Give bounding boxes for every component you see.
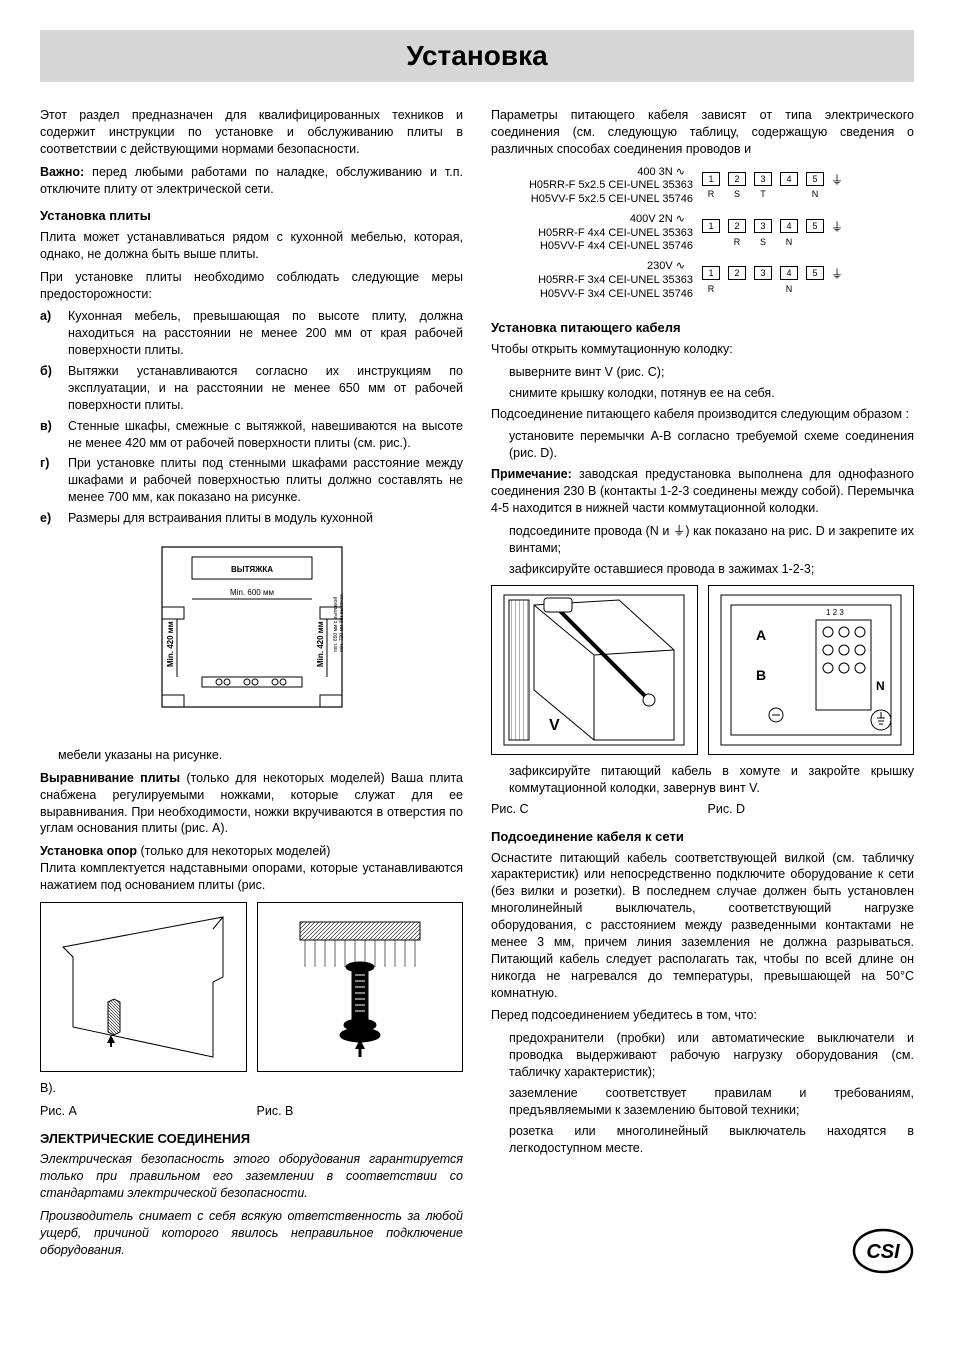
b-end: B). [40, 1080, 463, 1097]
terminals: 1R 2S 3T 4 5N ⏚ [701, 172, 845, 201]
list-item: а)Кухонная мебель, превышающая по высоте… [40, 308, 463, 359]
important-line: Важно: перед любыми работами по наладке,… [40, 164, 463, 198]
fig-d-label: Рис. D [708, 801, 915, 818]
supports-para: Установка опор (только для некоторых мод… [40, 843, 463, 894]
after-diagram: мебели указаны на рисунке. [40, 747, 463, 764]
list-item: заземление соответствует правилам и треб… [509, 1085, 914, 1119]
elec-italic-2: Производитель снимает с себя всякую отве… [40, 1208, 463, 1259]
wiring-row: 400V 2N ∿ H05RR-F 4x4 CEI-UNEL 35363 H05… [491, 213, 914, 254]
fig-row-ab [40, 902, 463, 1072]
elec-italic-1: Электрическая безопасность этого оборудо… [40, 1151, 463, 1202]
fig-labels-ab: Рис. A Рис. B [40, 1103, 463, 1120]
list-item: предохранители (пробки) или автоматическ… [509, 1030, 914, 1081]
wiring-cables: 230V ∿ H05RR-F 3x4 CEI-UNEL 35363 H05VV-… [491, 260, 701, 301]
figure-d: 1 2 3 A B N [708, 585, 915, 755]
important-label: Важно: [40, 165, 84, 179]
svg-text:N: N [876, 679, 885, 693]
svg-text:ВЫТЯЖКА: ВЫТЯЖКА [230, 565, 272, 574]
list-item: е)Размеры для встраивания плиты в модуль… [40, 510, 463, 527]
ground-icon: ⏚ [831, 266, 845, 282]
list-item: розетка или многолинейный выключатель на… [509, 1123, 914, 1157]
figure-c: V [491, 585, 698, 755]
heading-electrical: ЭЛЕКТРИЧЕСКИЕ СОЕДИНЕНИЯ [40, 1130, 463, 1148]
terminals: 1 2R 3S 4N 5 ⏚ [701, 219, 845, 248]
fig-c-label: Рис. C [491, 801, 698, 818]
cable-p2: Подсоединение питающего кабеля производи… [491, 406, 914, 423]
right-top-para: Параметры питающего кабеля зависят от ти… [491, 107, 914, 158]
install-p2: При установке плиты необходимо соблюдать… [40, 269, 463, 303]
cable-p1: Чтобы открыть коммутационную колодку: [491, 341, 914, 358]
svg-text:B: B [756, 667, 766, 683]
left-column: Этот раздел предназначен для квалифициро… [40, 107, 463, 1264]
wiring-row: 400 3N ∿ H05RR-F 5x2.5 CEI-UNEL 35363 H0… [491, 166, 914, 207]
supports-text: Плита комплектуется надставными опорами,… [40, 861, 463, 892]
fig-row-cd: V [491, 585, 914, 755]
clearance-diagram: ВЫТЯЖКА Min. 600 мм Min. 420 мм Min. 420… [147, 537, 357, 737]
figure-b [257, 902, 464, 1072]
figure-a [40, 902, 247, 1072]
cable-steps-2: установите перемычки A-B согласно требуе… [491, 428, 914, 462]
leveling-label: Выравнивание плиты [40, 771, 180, 785]
note-line: Примечание: заводская предустановка выпо… [491, 466, 914, 517]
cable-steps-4: зафиксируйте питающий кабель в хомуте и … [491, 763, 914, 797]
list-item: снимите крышку колодки, потянув ее на се… [509, 385, 914, 402]
heading-cable: Установка питающего кабеля [491, 319, 914, 337]
note-label: Примечание: [491, 467, 572, 481]
list-item: г)При установке плиты под стенными шкафа… [40, 455, 463, 506]
mains-checks: предохранители (пробки) или автоматическ… [491, 1030, 914, 1156]
fig-b-label: Рис. B [257, 1103, 464, 1120]
mains-p2: Перед подсоединением убедитесь в том, чт… [491, 1007, 914, 1024]
terminals: 1R 2 3 4N 5 ⏚ [701, 266, 845, 295]
fig-a-label: Рис. A [40, 1103, 247, 1120]
list-item: подсоедините провода (N и ⏚) как показан… [509, 523, 914, 557]
svg-text:min. 650 мм с вытяжкой: min. 650 мм с вытяжкой [332, 597, 339, 652]
list-item: зафиксируйте питающий кабель в хомуте и … [509, 763, 914, 797]
list-item: б)Вытяжки устанавливаются согласно их ин… [40, 363, 463, 414]
cable-steps-1: выверните винт V (рис. C); снимите крышк… [491, 364, 914, 402]
ground-icon: ⏚ [831, 172, 845, 188]
columns: Этот раздел предназначен для квалифициро… [40, 107, 914, 1264]
wiring-table: 400 3N ∿ H05RR-F 5x2.5 CEI-UNEL 35363 H0… [491, 166, 914, 302]
csi-badge: CSI [852, 1228, 914, 1274]
leveling-paren: (только для некоторых моделей) [180, 771, 385, 785]
install-p1: Плита может устанавливаться рядом с кухо… [40, 229, 463, 263]
title-bar: Установка [40, 30, 914, 82]
svg-text:1 2 3: 1 2 3 [826, 608, 844, 617]
important-text: перед любыми работами по наладке, обслуж… [40, 165, 463, 196]
wiring-row: 230V ∿ H05RR-F 3x4 CEI-UNEL 35363 H05VV-… [491, 260, 914, 301]
heading-mains: Подсоединение кабеля к сети [491, 828, 914, 846]
page: Установка Этот раздел предназначен для к… [0, 0, 954, 1294]
ground-icon: ⏚ [831, 219, 845, 235]
supports-paren: (только для некоторых моделей) [137, 844, 330, 858]
svg-text:min. 700 мм без вытяжки: min. 700 мм без вытяжки [339, 594, 345, 652]
mains-p1: Оснастите питающий кабель соответствующе… [491, 850, 914, 1002]
list-item: выверните винт V (рис. C); [509, 364, 914, 381]
svg-text:Min. 420 мм: Min. 420 мм [166, 621, 175, 667]
right-column: Параметры питающего кабеля зависят от ти… [491, 107, 914, 1264]
list-item: зафиксируйте оставшиеся провода в зажима… [509, 561, 914, 578]
svg-text:Min. 600 мм: Min. 600 мм [230, 588, 274, 597]
svg-text:V: V [549, 717, 560, 734]
intro-text: Этот раздел предназначен для квалифициро… [40, 107, 463, 158]
wiring-cables: 400V 2N ∿ H05RR-F 4x4 CEI-UNEL 35363 H05… [491, 213, 701, 254]
supports-label: Установка опор [40, 844, 137, 858]
cable-steps-3: подсоедините провода (N и ⏚) как показан… [491, 523, 914, 578]
svg-text:CSI: CSI [866, 1241, 900, 1263]
list-item: в)Стенные шкафы, смежные с вытяжкой, нав… [40, 418, 463, 452]
list-item: установите перемычки A-B согласно требуе… [509, 428, 914, 462]
leveling-para: Выравнивание плиты (только для некоторых… [40, 770, 463, 838]
svg-text:Min. 420 мм: Min. 420 мм [316, 621, 325, 667]
svg-text:A: A [756, 627, 766, 643]
install-list: а)Кухонная мебель, превышающая по высоте… [40, 308, 463, 527]
page-title: Установка [40, 40, 914, 72]
wiring-cables: 400 3N ∿ H05RR-F 5x2.5 CEI-UNEL 35363 H0… [491, 166, 701, 207]
heading-install: Установка плиты [40, 207, 463, 225]
fig-labels-cd: Рис. C Рис. D [491, 801, 914, 818]
